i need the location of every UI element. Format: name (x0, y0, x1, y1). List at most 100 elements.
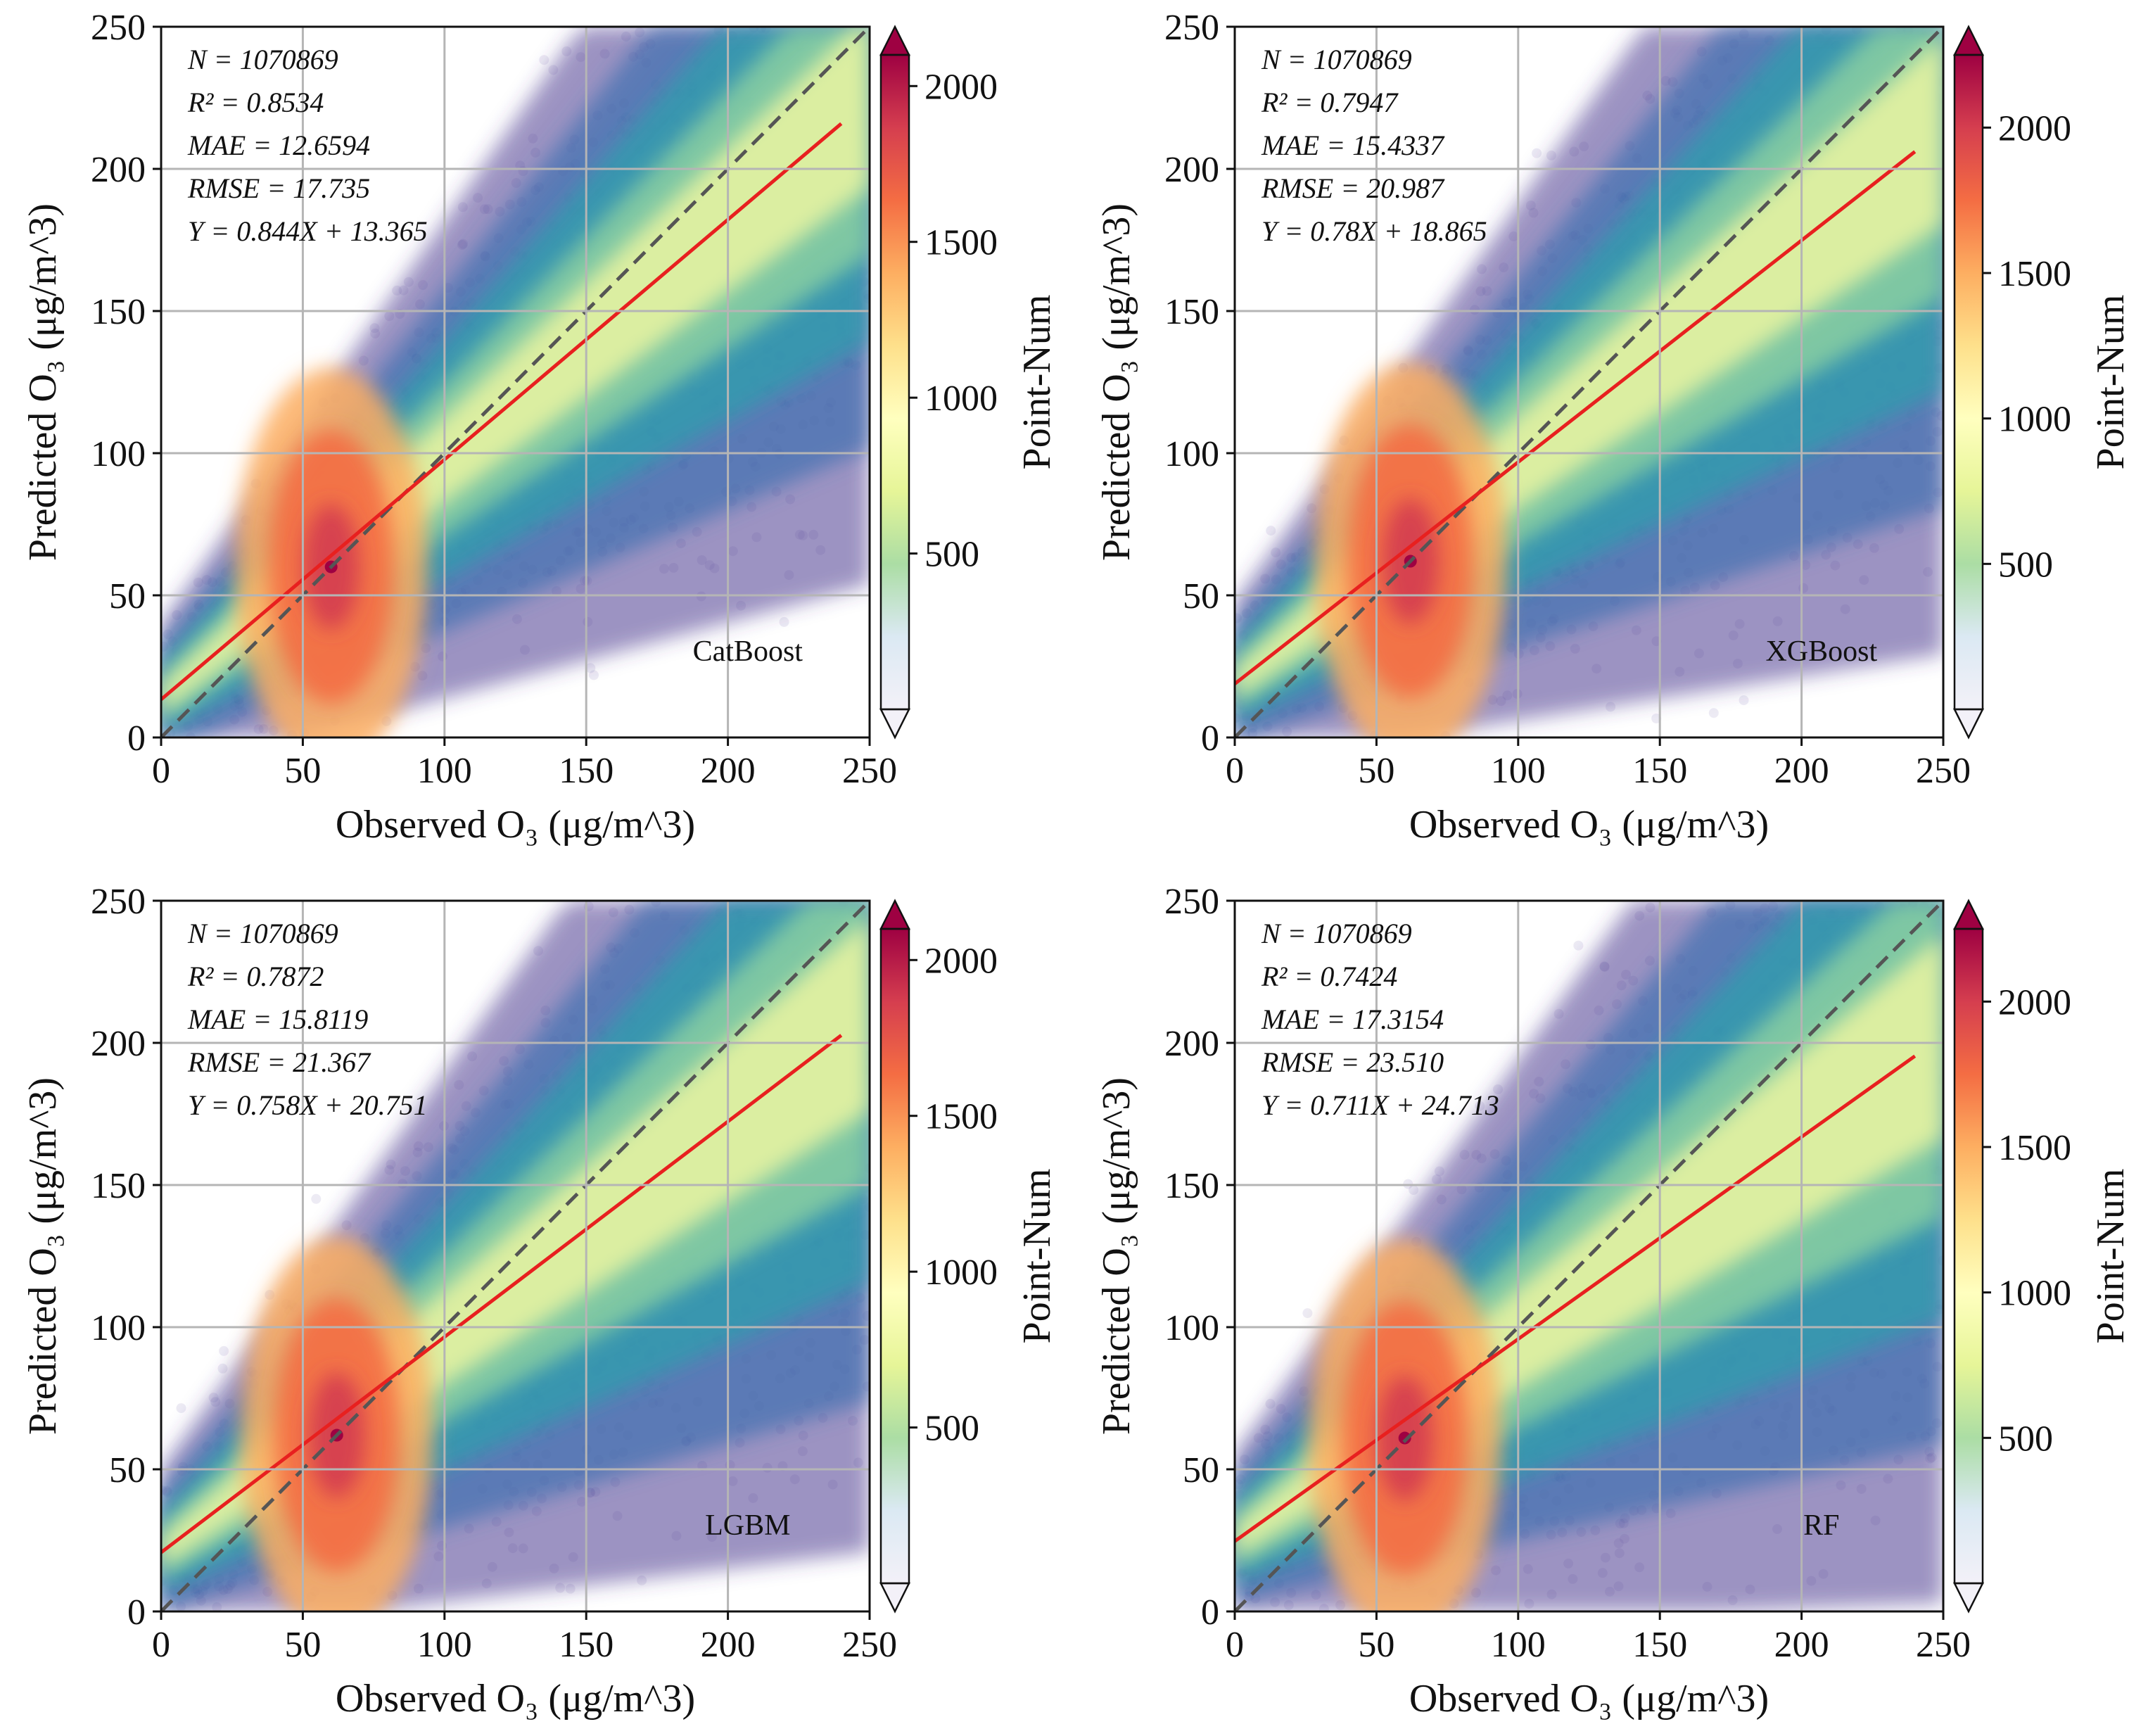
x-tick-label: 50 (284, 751, 321, 791)
colorbar: 500 1000 1500 2000 Point-Num (879, 25, 1059, 740)
colorbar-tick-label: 1500 (924, 1097, 998, 1137)
y-tick-label: 200 (91, 150, 146, 190)
x-axis-label: Observed O₃ (μg/m^3) (1409, 803, 1769, 847)
y-tick-label: 150 (1164, 292, 1219, 332)
x-tick-label: 0 (1226, 751, 1244, 791)
scatter-point (1739, 695, 1749, 706)
y-tick-label: 250 (91, 882, 146, 922)
colorbar-frame (1953, 53, 1984, 711)
y-tick-label: 150 (91, 292, 146, 332)
colorbar-tick-label: 1000 (924, 1253, 998, 1293)
colorbar-gradient (881, 55, 909, 709)
model-label: XGBoost (1765, 635, 1877, 668)
y-axis-label: Predicted O₃ (μg/m^3) (21, 1077, 65, 1435)
x-tick-label: 250 (842, 1625, 897, 1665)
colorbar-label: Point-Num (2089, 295, 2133, 470)
colorbar-tick-label: 1000 (924, 379, 998, 419)
colorbar-frame (879, 927, 910, 1585)
stats-box: N = 1070869 R² = 0.8534 MAE = 12.6594 RMSE … (187, 44, 428, 247)
scatter-point (217, 1363, 228, 1374)
y-tick-label: 200 (1164, 150, 1219, 190)
y-tick-label: 150 (91, 1166, 146, 1206)
stat-line: MAE = 15.4337 (1261, 129, 1445, 161)
x-tick-label: 150 (1632, 751, 1687, 791)
colorbar-tick-label: 2000 (924, 67, 998, 107)
scatter-point (1532, 148, 1542, 158)
scatter-point (779, 616, 789, 627)
plot-area (1235, 901, 1943, 1611)
scatter-point (1266, 526, 1276, 536)
x-tick-label: 0 (152, 1625, 170, 1665)
colorbar-tick-label: 2000 (924, 941, 998, 981)
colorbar-extend-bottom (1952, 708, 1985, 740)
plot-area (161, 901, 870, 1611)
plot-area (1235, 27, 1943, 737)
plot-area (161, 27, 870, 737)
colorbar-tick-label: 1500 (924, 223, 998, 263)
x-tick-label: 250 (1916, 751, 1971, 791)
stat-line: N = 1070869 (187, 44, 338, 75)
colorbar-extend-bottom (879, 708, 911, 740)
colorbar-extend-top (879, 899, 911, 930)
scatter-point (176, 1403, 186, 1414)
stat-line: Y = 0.758X + 20.751 (188, 1089, 428, 1121)
y-tick-label: 0 (127, 718, 146, 759)
stat-line: RMSE = 21.367 (187, 1046, 371, 1078)
x-tick-label: 100 (417, 751, 472, 791)
stat-line: R² = 0.8534 (187, 87, 324, 118)
colorbar-gradient (881, 929, 909, 1583)
y-tick-label: 200 (91, 1024, 146, 1064)
x-tick-label: 150 (559, 751, 614, 791)
colorbar-extend-bottom (879, 1582, 911, 1614)
colorbar-label: Point-Num (1015, 295, 1059, 470)
x-axis-label: Observed O₃ (μg/m^3) (336, 803, 695, 847)
stat-line: RMSE = 17.735 (187, 172, 370, 204)
stats-box: N = 1070869 R² = 0.7947 MAE = 15.4337 RMSE … (1261, 44, 1487, 247)
stat-line: MAE = 12.6594 (187, 129, 370, 161)
stat-line: R² = 0.7872 (187, 961, 324, 992)
plot-frame (160, 899, 871, 1613)
x-tick-label: 200 (1774, 751, 1829, 791)
colorbar-tick-label: 1000 (1998, 400, 2071, 440)
y-tick-label: 0 (1201, 718, 1219, 759)
x-tick-label: 100 (417, 1625, 472, 1665)
scatter-point (1708, 708, 1719, 718)
stat-line: N = 1070869 (1261, 44, 1412, 75)
stat-line: Y = 0.844X + 13.365 (188, 215, 428, 247)
stat-line: RMSE = 20.987 (1261, 172, 1445, 204)
colorbar-label: Point-Num (1015, 1169, 1059, 1344)
scatter-point (311, 1193, 322, 1204)
stat-line: Y = 0.78X + 18.865 (1262, 215, 1487, 247)
scatter-point (1302, 1308, 1313, 1319)
scatter-point (1409, 1185, 1419, 1195)
plot-frame (1233, 25, 1945, 739)
x-tick-label: 0 (152, 751, 170, 791)
x-tick-label: 200 (701, 1625, 756, 1665)
colorbar-gradient (1955, 55, 1983, 709)
colorbar-frame (879, 53, 910, 711)
y-axis-label: Predicted O₃ (μg/m^3) (1095, 203, 1138, 561)
y-tick-label: 50 (109, 576, 146, 616)
plot-frame (160, 25, 871, 739)
model-label: CatBoost (693, 635, 803, 668)
x-tick-label: 50 (1358, 751, 1394, 791)
y-tick-label: 100 (91, 1308, 146, 1348)
colorbar-extend-top (879, 25, 911, 56)
colorbar-tick-label: 500 (924, 535, 979, 575)
scatter-point (1475, 1101, 1485, 1111)
stat-line: MAE = 15.8119 (187, 1003, 368, 1035)
x-tick-label: 200 (701, 751, 756, 791)
stat-line: R² = 0.7947 (1261, 87, 1399, 118)
colorbar-tick-label: 500 (1998, 545, 2053, 585)
y-tick-label: 50 (1183, 576, 1219, 616)
